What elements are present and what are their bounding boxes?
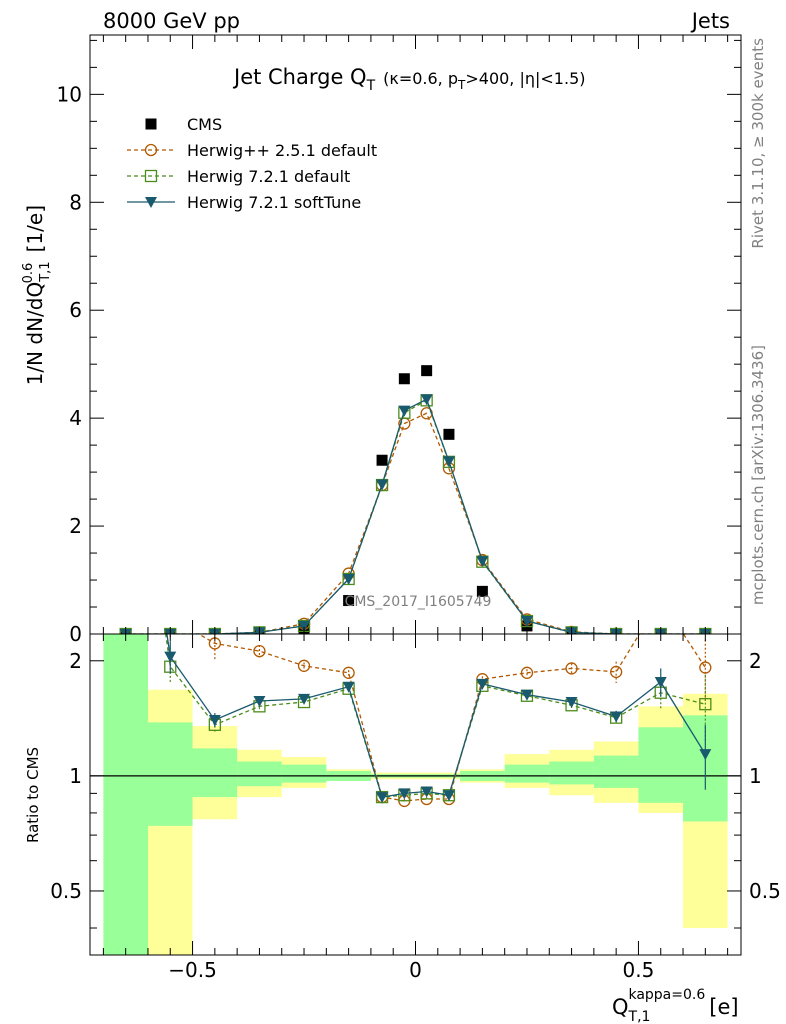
ratio-point-2-4 [342, 681, 355, 693]
ratio-series-line-1 [165, 634, 706, 798]
ratio-point-2-10 [520, 689, 533, 701]
chart-title: Jet Charge QT (κ=0.6, pT>400, |η|<1.5) [232, 65, 586, 94]
ratio-series-line-0 [197, 634, 706, 802]
ratio-ytick-label-left: 0.5 [50, 879, 82, 903]
mcplots-source-label: mcplots.cern.ch [arXiv:1306.3436] [749, 345, 767, 605]
legend-marker-2 [144, 169, 158, 183]
ratio-series-group [164, 634, 712, 808]
ratio-point-2-3 [298, 693, 311, 705]
ratio-point-2-6 [398, 788, 411, 800]
ratio-point-2-11 [565, 697, 578, 709]
stat-uncertainty-band-4 [281, 764, 327, 783]
legend: CMS Herwig++ 2.5.1 default Herwig 7.2.1 de… [127, 115, 377, 212]
analysis-watermark: CMS_2017_I1605749 [345, 594, 492, 610]
main-ytick-label: 2 [69, 514, 82, 538]
ratio-point-0-2 [253, 644, 266, 658]
main-point-0-10 [476, 585, 488, 597]
legend-label-1: Herwig++ 2.5.1 default [187, 141, 377, 160]
main-ytick-label: 4 [69, 406, 82, 430]
legend-marker-0 [145, 118, 157, 130]
legend-label-2: Herwig 7.2.1 default [187, 167, 350, 186]
ratio-ytick-label-right: 0.5 [749, 879, 781, 903]
main-point-0-5 [343, 595, 355, 607]
main-point-3-9 [442, 456, 455, 468]
main-point-3-6 [376, 479, 389, 491]
ratio-axes: 0.5 0.5 1 1 2 2 −0.5 0 0.5 [50, 633, 781, 982]
legend-label-0: CMS [187, 115, 222, 134]
main-point-3-5 [342, 573, 355, 585]
ratio-point-2-2 [253, 695, 266, 707]
category-label: Jets [690, 9, 730, 33]
ratio-ytick-label-left: 2 [69, 649, 82, 673]
legend-marker-3 [145, 197, 157, 208]
main-point-0-6 [376, 454, 388, 466]
ratio-series-line-2 [166, 634, 706, 798]
stat-uncertainty-band-0 [103, 634, 148, 955]
legend-marker-1 [144, 143, 158, 157]
ratio-point-0-12 [610, 665, 623, 679]
main-point-0-7 [398, 373, 410, 385]
x-axis-label: QT,1kappa=0.6 [e] [612, 987, 739, 1024]
stat-uncertainty-band-1 [147, 722, 193, 826]
stat-uncertainty-band-12 [549, 761, 594, 785]
ratio-point-2-0 [164, 651, 177, 663]
ratio-series-layer [164, 634, 712, 808]
ratio-point-2-14 [699, 749, 712, 761]
ratio-ytick-label-right: 1 [749, 764, 762, 788]
main-ytick-label: 6 [69, 298, 82, 322]
main-point-3-10 [476, 556, 489, 568]
ratio-point-0-4 [342, 666, 355, 679]
ratio-point-0-3 [297, 659, 311, 672]
ratio-point-0-10 [520, 666, 534, 679]
main-plot-area [90, 35, 741, 634]
stat-uncertainty-band-3 [237, 761, 282, 787]
ratio-ytick-label-left: 1 [69, 764, 82, 788]
ratio-point-2-9 [476, 678, 489, 690]
ratio-xtick-label: −0.5 [168, 958, 217, 982]
energy-label: 8000 GeV pp [103, 9, 240, 33]
main-panel [90, 35, 741, 634]
main-ytick-label: 0 [69, 622, 82, 646]
main-point-3-4 [298, 620, 311, 632]
main-point-3-7 [398, 405, 411, 417]
ratio-point-2-12 [610, 711, 623, 723]
ratio-point-2-7 [420, 786, 433, 798]
ratio-ytick-label-right: 2 [749, 649, 762, 673]
ratio-point-2-13 [654, 677, 667, 689]
ratio-point-2-1 [208, 715, 221, 727]
stat-uncertainty-band-2 [192, 748, 238, 798]
main-y-axis-label: 1/N dN/dQT,10.6 [1/e] [21, 205, 53, 385]
main-ytick-label: 10 [57, 82, 82, 106]
ratio-xtick-label: 0 [409, 958, 422, 982]
main-point-3-11 [520, 616, 533, 628]
main-axes: 0 2 4 6 8 10 [57, 34, 742, 646]
ratio-point-2-5 [376, 792, 389, 804]
main-point-0-9 [443, 428, 455, 440]
ratio-point-0-11 [565, 662, 578, 675]
main-point-3-8 [420, 394, 433, 406]
ratio-point-2-8 [442, 790, 455, 802]
stat-uncertainty-band-14 [638, 727, 684, 803]
ratio-point-1-14 [699, 698, 712, 711]
main-point-0-8 [421, 365, 433, 377]
stat-uncertainty-band-11 [504, 764, 550, 783]
legend-label-3: Herwig 7.2.1 softTune [187, 193, 361, 212]
main-ytick-label: 8 [69, 190, 82, 214]
ratio-point-0-14 [699, 661, 712, 674]
rivet-version-label: Rivet 3.1.10, ≥ 300k events [749, 38, 767, 249]
ratio-xtick-label: 0.5 [623, 958, 655, 982]
ratio-y-axis-label: Ratio to CMS [24, 747, 42, 843]
stat-uncertainty-band-13 [593, 755, 639, 788]
